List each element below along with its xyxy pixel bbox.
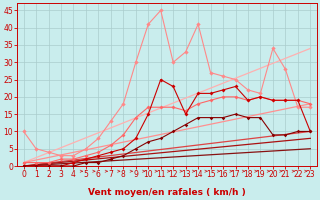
X-axis label: Vent moyen/en rafales ( km/h ): Vent moyen/en rafales ( km/h ) [88,188,246,197]
